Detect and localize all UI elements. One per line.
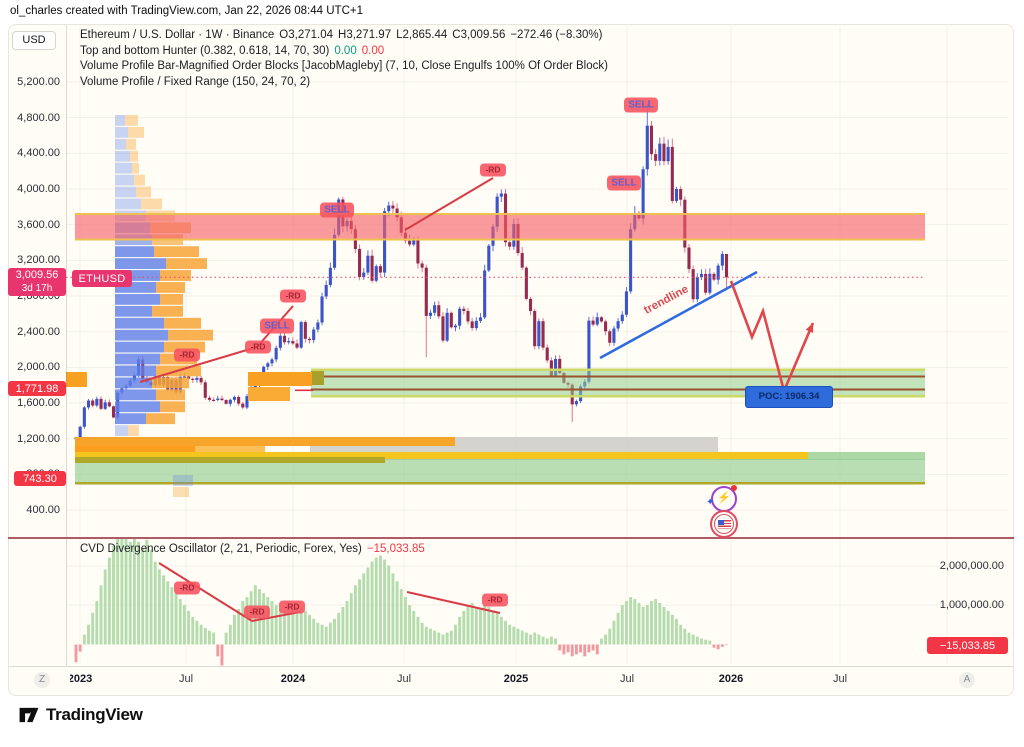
- level-price-badge-1771: 1,771.98: [8, 381, 66, 396]
- regular-divergence-badge-oscillator: -RD: [279, 600, 305, 614]
- tradingview-logo[interactable]: TradingView: [18, 704, 143, 726]
- price-axis-label: 2,000.00: [17, 361, 60, 374]
- pane-divider[interactable]: [8, 537, 1014, 539]
- price-axis-label: 1,600.00: [17, 397, 60, 409]
- autoscale-button[interactable]: A: [959, 672, 975, 688]
- price-axis-label: 4,800.00: [17, 111, 60, 124]
- sell-signal-badge: SELL: [624, 97, 658, 113]
- regular-divergence-badge: -RD: [480, 163, 506, 177]
- sell-signal-badge: SELL: [607, 175, 641, 191]
- indicator-legend: Ethereum / U.S. Dollar · 1W · Binance O3,…: [80, 28, 608, 90]
- legend-indicator-row-volumeprofile[interactable]: Volume Profile / Fixed Range (150, 24, 7…: [80, 75, 311, 88]
- current-price-countdown-badge: 3,009.56 3d 17h: [8, 268, 66, 296]
- legend-indicator-row-orderblocks[interactable]: Volume Profile Bar-Magnified Order Block…: [80, 60, 608, 72]
- trendline-drawing: [599, 270, 758, 360]
- time-axis-label: Jul: [832, 673, 848, 685]
- ohlc-high: H3,271.97: [338, 29, 392, 41]
- hunter-value-2: 0.00: [361, 44, 385, 57]
- time-axis-label: 2024: [280, 673, 306, 685]
- ohlc-close: C3,009.56: [452, 29, 506, 41]
- symbol-price-label: ETHUSD: [72, 270, 132, 287]
- projection-zigzag-arrow: [729, 280, 815, 396]
- divergence-lines: [139, 177, 501, 622]
- regular-divergence-badge: -RD: [280, 289, 306, 303]
- event-flash-icon[interactable]: ⚡ ✦: [706, 485, 737, 512]
- price-axis-label: 3,600.00: [17, 218, 60, 231]
- ohlc-change: −272.46 (−8.30%): [510, 29, 603, 41]
- price-axis-label: 2,400.00: [17, 325, 60, 338]
- price-axis-label: 4,000.00: [17, 183, 60, 195]
- time-axis-label: 2026: [718, 673, 744, 685]
- price-axis-label: 3,200.00: [17, 254, 60, 267]
- time-axis-label: 2023: [70, 673, 93, 685]
- grid-lines: [66, 26, 1008, 664]
- cvd-histogram: [74, 539, 728, 666]
- sell-signal-badge: SELL: [320, 202, 354, 218]
- attribution-text: ol_charles created with TradingView.com,…: [10, 5, 363, 17]
- time-axis-label: Jul: [396, 673, 412, 685]
- oscillator-legend[interactable]: CVD Divergence Oscillator (2, 21, Period…: [80, 543, 425, 555]
- time-axis-label: Jul: [178, 673, 194, 685]
- legend-symbol-row[interactable]: Ethereum / U.S. Dollar · 1W · Binance O3,…: [80, 29, 603, 41]
- poc-label-box: POC: 1906.34: [745, 386, 833, 408]
- currency-unit-button[interactable]: USD: [12, 31, 56, 50]
- level-price-badge-743: 743.30: [14, 471, 66, 486]
- legend-indicator-row-hunter[interactable]: Top and bottom Hunter (0.382, 0.618, 14,…: [80, 44, 385, 57]
- sell-signal-badge: SELL: [260, 318, 294, 334]
- time-axis-divider: [9, 666, 1013, 667]
- regular-divergence-badge-oscillator: -RD: [482, 593, 508, 607]
- regular-divergence-badge: -RD: [174, 348, 200, 362]
- price-axis-label: 4,400.00: [17, 147, 60, 160]
- tradingview-mark-icon: [19, 707, 39, 723]
- ohlc-open: O3,271.04: [279, 29, 334, 41]
- timezone-button[interactable]: Z: [34, 672, 50, 688]
- bar-countdown: 3d 17h: [21, 283, 53, 294]
- price-axis-label: 1,200.00: [17, 432, 60, 445]
- ohlc-low: L2,865.44: [396, 29, 448, 41]
- oscillator-last-value-badge: −15,033.85: [927, 637, 1008, 654]
- regular-divergence-badge-oscillator: -RD: [174, 581, 200, 595]
- price-axis-label: 5,200.00: [17, 76, 60, 88]
- price-axis-divider: [66, 25, 67, 666]
- price-axis-label: 400.00: [26, 504, 60, 516]
- tradingview-logo-text: TradingView: [46, 705, 143, 724]
- time-axis-label: Jul: [619, 673, 635, 685]
- oscillator-axis-label: 2,000,000.00: [939, 560, 1004, 572]
- us-economic-event-icon[interactable]: [710, 510, 738, 538]
- current-price-value: 3,009.56: [15, 269, 59, 281]
- regular-divergence-badge-oscillator: -RD: [244, 605, 270, 619]
- regular-divergence-badge: -RD: [245, 340, 271, 354]
- hunter-value-1: 0.00: [334, 44, 357, 57]
- oscillator-axis-label: 1,000,000.00: [939, 599, 1004, 611]
- time-axis[interactable]: 2023 Jul 2024 Jul 2025 Jul 2026 Jul: [70, 667, 1008, 695]
- oscillator-value: −15,033.85: [366, 543, 425, 555]
- time-axis-label: 2025: [503, 673, 529, 685]
